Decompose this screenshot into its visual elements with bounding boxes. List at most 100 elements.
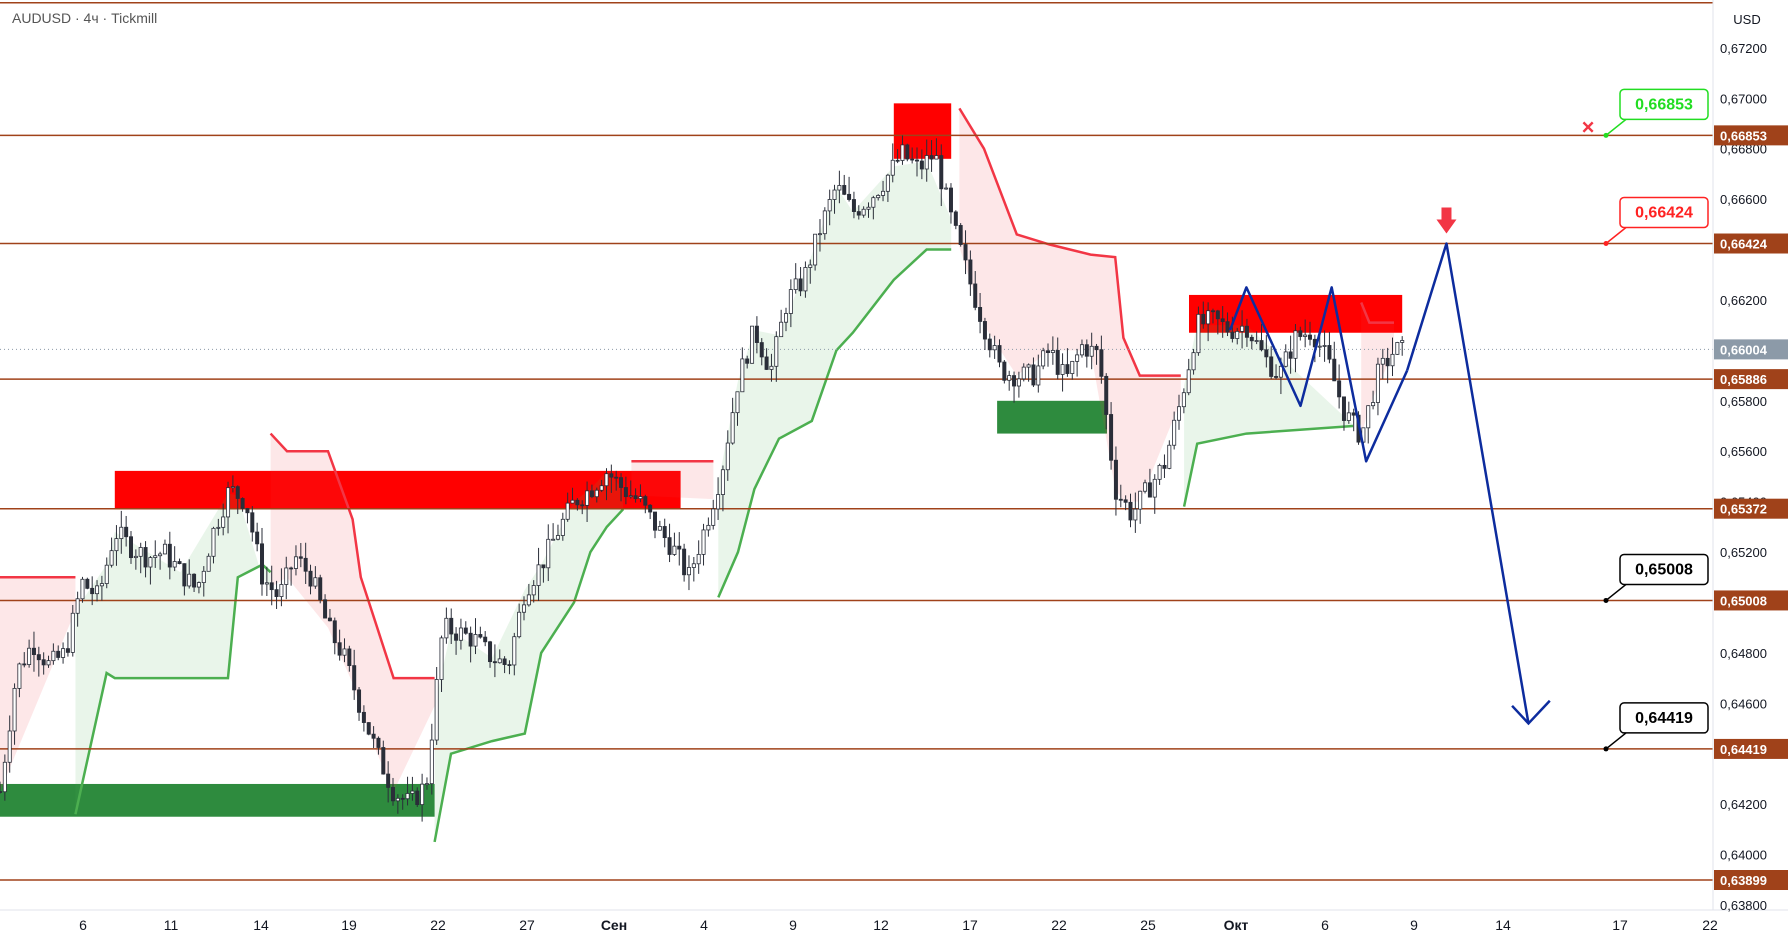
candle	[85, 577, 90, 590]
candle	[332, 617, 337, 655]
candle-body	[720, 469, 725, 495]
candle	[196, 581, 201, 594]
level-price-badge[interactable]: 0,65886	[1714, 369, 1788, 390]
candle	[900, 135, 905, 165]
candle-body	[366, 722, 371, 735]
candle-body	[1244, 325, 1249, 338]
time-axis[interactable]: 6 11 14 19 22 27 Сен 4 9 12 17 22 25 Окт 6 9 14 17 22	[79, 917, 1718, 933]
candle	[429, 723, 434, 795]
callout-pointer	[1605, 732, 1627, 750]
candle-body	[643, 496, 648, 506]
candle	[1128, 493, 1133, 528]
candle-body	[648, 504, 653, 513]
candle-body	[1322, 345, 1327, 347]
candle	[735, 391, 740, 426]
candle-body	[1346, 412, 1351, 421]
candle-body	[2, 761, 7, 793]
candle-body	[759, 342, 764, 358]
candle-body	[1288, 351, 1293, 359]
candle	[1346, 401, 1351, 424]
level-price-badge[interactable]: 0,66853	[1714, 125, 1788, 146]
candle-body	[512, 636, 517, 666]
trailing-stop-line-8	[1360, 302, 1394, 324]
candle-body	[434, 679, 439, 741]
candle	[454, 627, 459, 655]
level-price-badge[interactable]: 0,63899	[1714, 870, 1788, 891]
target-labels-layer: 0,66853 × 0,66424 0,65008 0,64419	[1582, 88, 1709, 752]
candle	[22, 652, 27, 668]
time-tick-label: 22	[1051, 917, 1067, 933]
candle-body	[895, 159, 900, 162]
candle	[784, 307, 789, 332]
candle-body	[293, 556, 298, 569]
currency-label[interactable]: USD	[1733, 12, 1760, 27]
candle	[75, 591, 80, 627]
candle-body	[1249, 336, 1254, 342]
price-axis[interactable]: 0,67200 0,67000 0,66800 0,66600 0,66200 0,658…	[1714, 41, 1788, 913]
candle	[424, 777, 429, 790]
candle-body	[939, 155, 944, 190]
level-badge-bg	[1714, 738, 1788, 759]
candle	[444, 607, 449, 644]
candle-body	[735, 391, 740, 414]
candle-body	[1026, 364, 1031, 368]
candle-body	[1278, 365, 1283, 378]
candle-body	[1327, 345, 1332, 360]
candle	[264, 566, 269, 597]
candle-body	[905, 144, 910, 160]
current-price-badge[interactable]: 0,66004	[1714, 339, 1788, 360]
candle-body	[929, 155, 934, 160]
candle	[706, 517, 711, 537]
candle-body	[866, 206, 871, 210]
target-callout-0[interactable]: 0,66853 ×	[1582, 88, 1709, 139]
candle-body	[192, 573, 197, 588]
candle-body	[269, 582, 274, 591]
candle-body	[240, 498, 245, 509]
target-callout-2[interactable]: 0,65008	[1603, 553, 1709, 603]
candle-body	[953, 211, 958, 226]
candle	[507, 660, 512, 675]
level-price-badge[interactable]: 0,64419	[1714, 738, 1788, 759]
candle	[274, 580, 279, 609]
price-tick-label: 0,65600	[1720, 444, 1767, 459]
target-callout-3[interactable]: 0,64419	[1603, 702, 1709, 752]
candle-body	[109, 550, 114, 566]
candle-body	[1317, 345, 1322, 348]
candle	[434, 667, 439, 745]
candle-body	[1036, 365, 1041, 386]
level-price-badge[interactable]: 0,66424	[1714, 233, 1788, 254]
candle-body	[890, 159, 895, 176]
candle	[856, 205, 861, 220]
candle	[192, 573, 197, 592]
candle-body	[27, 647, 32, 665]
candle	[614, 470, 619, 491]
trend-fill-1	[0, 577, 76, 792]
candle-body	[337, 642, 342, 656]
candle	[327, 608, 332, 622]
candle	[255, 522, 260, 552]
candle-body	[1215, 310, 1220, 320]
candle-body	[517, 611, 522, 638]
level-badge-text: 0,65886	[1720, 372, 1767, 387]
candle-body	[51, 650, 56, 662]
trailing-stop-line-7	[1182, 424, 1354, 507]
level-price-badge[interactable]: 0,65008	[1714, 590, 1788, 611]
candle-body	[623, 487, 628, 498]
candle	[46, 655, 51, 668]
candle	[269, 565, 274, 606]
invalidation-cross-icon: ×	[1582, 114, 1595, 139]
candle	[1152, 474, 1157, 514]
candle-body	[250, 512, 255, 533]
candle-body	[298, 556, 303, 559]
candle	[51, 643, 56, 665]
candle	[337, 629, 342, 661]
candle-body	[1065, 364, 1070, 374]
target-callout-1[interactable]: 0,66424	[1603, 196, 1709, 247]
level-price-badge[interactable]: 0,65372	[1714, 498, 1788, 519]
candle	[284, 556, 289, 600]
candle	[978, 292, 983, 334]
candle-body	[633, 495, 638, 500]
candle	[162, 539, 167, 555]
candle-body	[56, 650, 61, 658]
